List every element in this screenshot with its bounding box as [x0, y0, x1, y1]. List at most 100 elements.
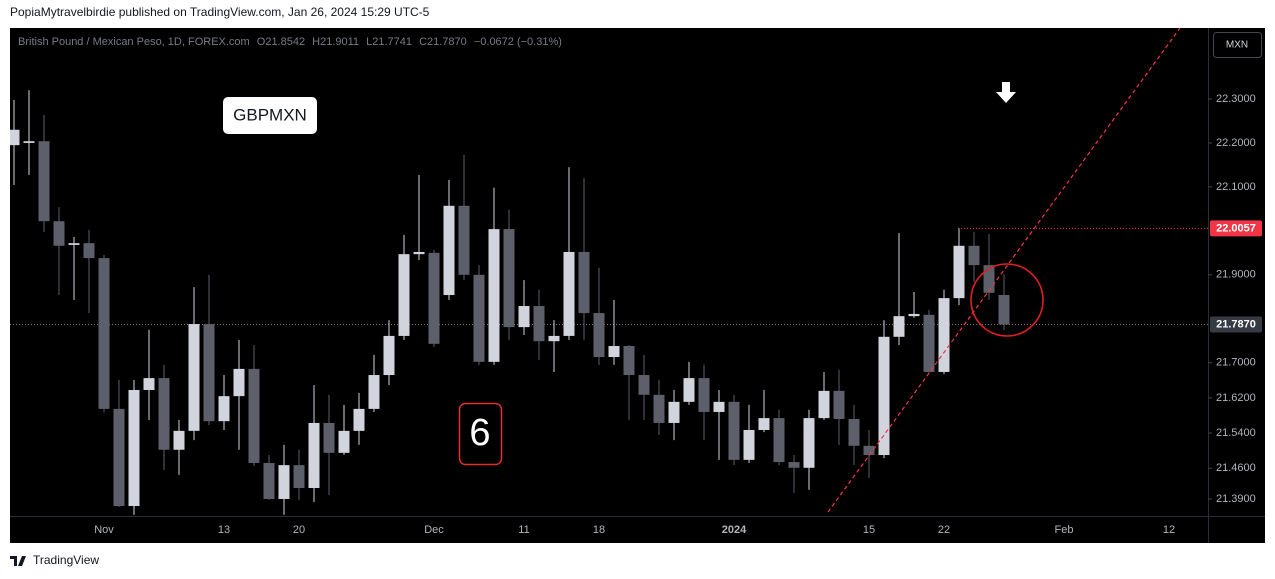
candle-body	[893, 316, 905, 337]
legend-high: H21.9011	[312, 36, 359, 48]
candle-body	[443, 205, 455, 296]
candle-body	[638, 375, 650, 395]
candle-body	[278, 465, 290, 499]
candle-body	[503, 229, 515, 328]
candle-body	[233, 368, 245, 397]
candle-body	[713, 401, 725, 412]
candle-body	[98, 258, 110, 409]
footer-brand: TradingView	[33, 553, 99, 567]
candle-body	[158, 378, 170, 450]
x-tick-label: 13	[218, 524, 230, 536]
legend-change: −0.0672 (−0.31%)	[474, 36, 562, 48]
legend: British Pound / Mexican Peso, 1D, FOREX.…	[18, 36, 562, 48]
candle-body	[623, 346, 635, 376]
price-label: 22.0057	[1216, 222, 1256, 234]
legend-low: L21.7741	[366, 36, 412, 48]
candle-body	[833, 390, 845, 419]
count-annotation-box	[458, 402, 503, 466]
x-tick-label: 2024	[722, 524, 747, 536]
candle-body	[848, 418, 860, 446]
candle-body	[203, 324, 215, 422]
candle-body	[188, 324, 200, 431]
candle-body	[473, 274, 485, 362]
symbol-annotation: GBPMXN	[233, 105, 307, 124]
candle-body	[923, 314, 935, 372]
candle-body	[248, 368, 260, 463]
drawings	[827, 28, 1181, 513]
y-tick-label: 22.3000	[1216, 93, 1256, 105]
y-tick-label: 22.2000	[1216, 137, 1256, 149]
candle-body	[653, 394, 665, 423]
candle-body	[68, 243, 80, 245]
candle-body	[728, 401, 740, 460]
y-tick-label: 21.6200	[1216, 392, 1256, 404]
candle-body	[53, 221, 65, 246]
down-arrow	[996, 82, 1016, 103]
x-tick-label: Dec	[424, 524, 444, 536]
legend-open: O21.8542	[257, 36, 305, 48]
candle-body	[173, 430, 185, 450]
candle-body	[818, 390, 830, 419]
candle-body	[353, 408, 365, 431]
symbol-annotation-box	[223, 97, 317, 134]
price-label-box	[1210, 220, 1262, 237]
legend-close: C21.7870	[419, 36, 467, 48]
candle-body	[518, 306, 530, 328]
candle-body	[458, 205, 470, 275]
x-tick-label: 20	[293, 524, 305, 536]
candle-body	[863, 445, 875, 456]
x-tick-label: 12	[1163, 524, 1175, 536]
candle-body	[743, 429, 755, 460]
candle-body	[548, 335, 560, 342]
candle-body	[683, 378, 695, 402]
candle-body	[908, 313, 920, 317]
candle-body	[338, 430, 350, 453]
candle-body	[83, 243, 95, 259]
candle-body	[953, 245, 965, 299]
candle-body	[38, 141, 50, 222]
logo-icon	[10, 556, 26, 566]
candle-body	[413, 251, 425, 255]
x-tick-label: Nov	[94, 524, 114, 536]
y-tick-label: 21.4600	[1216, 462, 1256, 474]
plot-area	[10, 90, 1208, 515]
currency-button[interactable]	[1213, 32, 1262, 58]
candle-body	[263, 462, 275, 499]
candle-body	[698, 378, 710, 412]
highlight-circle	[970, 263, 1044, 337]
candle-body	[563, 251, 575, 336]
price-label: 21.7870	[1216, 318, 1256, 330]
x-tick-label: 11	[518, 524, 529, 536]
candle-body	[533, 306, 545, 342]
candle-body	[938, 298, 950, 372]
candle-body	[368, 375, 380, 409]
publish-header: PopiaMytravelbirdie published on Trading…	[10, 5, 430, 19]
candle-body	[218, 396, 230, 422]
candle-body	[968, 245, 980, 266]
x-tick-label: 15	[863, 524, 875, 536]
y-tick-label: 21.7000	[1216, 357, 1256, 369]
candle-body	[308, 422, 320, 488]
currency-label: MXN	[1226, 40, 1248, 51]
legend-symbol: British Pound / Mexican Peso, 1D, FOREX.…	[18, 36, 250, 48]
candle-body	[668, 401, 680, 423]
x-tick-label: 22	[938, 524, 950, 536]
chart-background	[10, 28, 1265, 543]
candle-body	[578, 251, 590, 314]
count-annotation: 6	[469, 412, 490, 454]
candle-body	[113, 408, 125, 507]
price-label-box	[1210, 316, 1262, 333]
candle-body	[23, 141, 35, 143]
candle-body	[128, 389, 140, 507]
candle-body	[293, 465, 305, 488]
candle-body	[788, 462, 800, 468]
candle-body	[143, 378, 155, 390]
candle-body	[998, 294, 1010, 325]
candle-body	[488, 229, 500, 362]
y-tick-label: 22.1000	[1216, 181, 1256, 193]
candle-body	[773, 418, 785, 463]
candle-body	[323, 422, 335, 453]
y-tick-label: 21.3900	[1216, 493, 1256, 505]
trend-line	[827, 28, 1181, 513]
